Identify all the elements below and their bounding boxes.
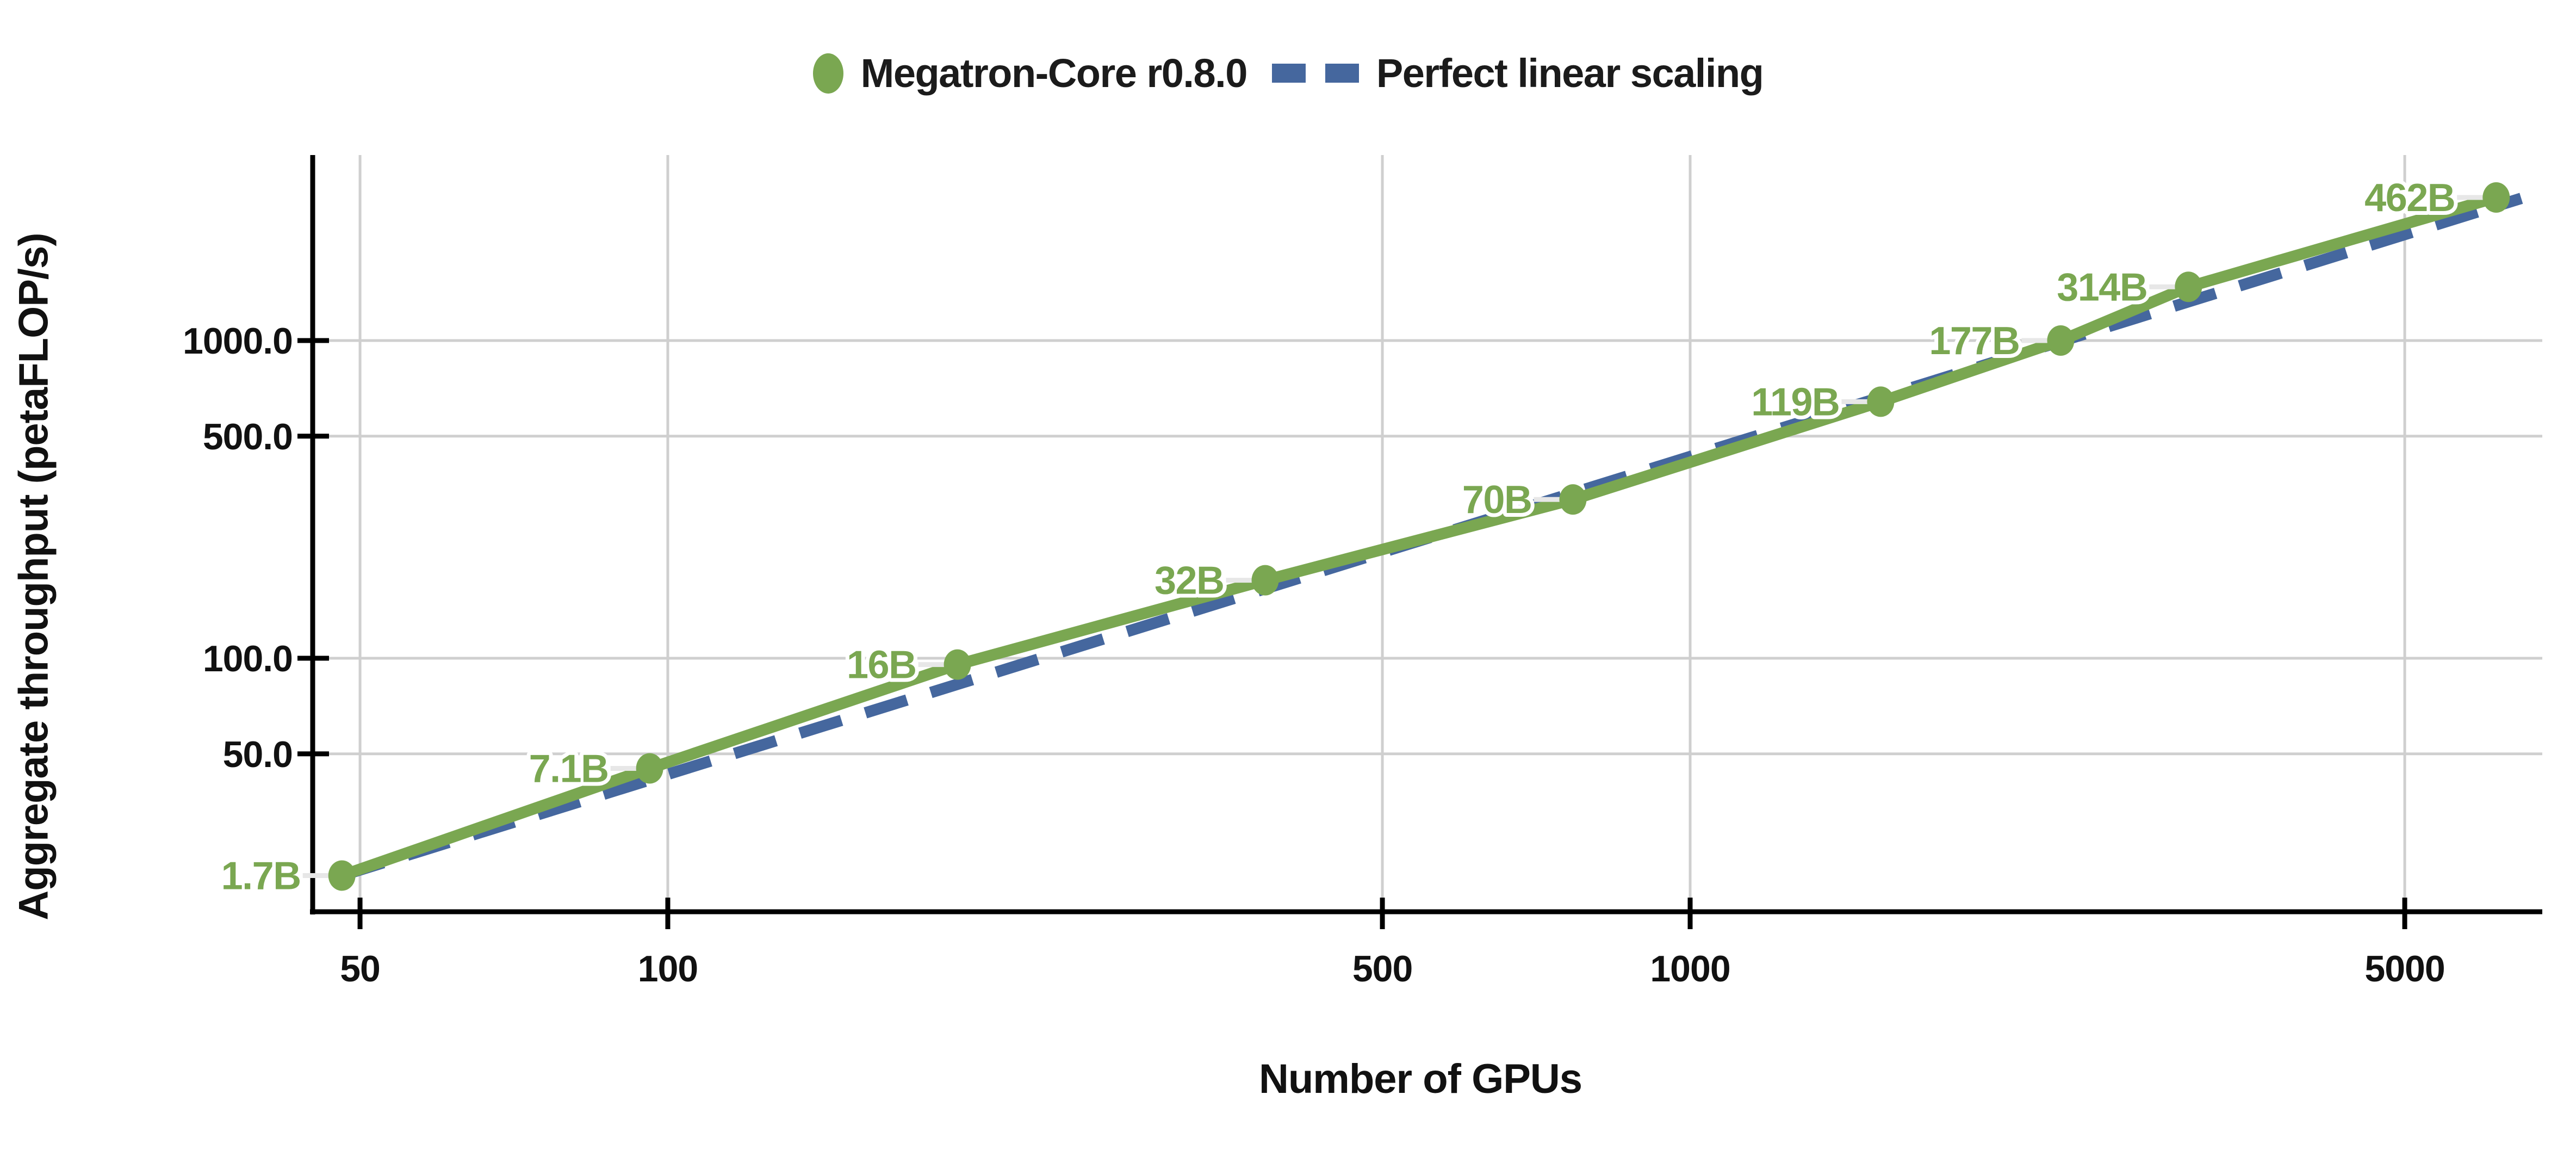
data-point-label: 16B: [847, 644, 916, 687]
x-tick-label: 1000: [1650, 948, 1730, 990]
y-tick-label: 50.0: [223, 734, 293, 775]
data-point-marker: [2482, 182, 2510, 213]
data-point-marker: [1867, 386, 1895, 417]
y-tick-label: 1000.0: [183, 320, 293, 362]
data-point-marker: [1251, 565, 1279, 596]
legend-item-linear: Perfect linear scaling: [1271, 50, 1764, 96]
legend-dash-icon: [1271, 64, 1306, 83]
data-point-label: 177B: [1929, 319, 2019, 363]
data-point-marker: [944, 649, 971, 680]
data-point-marker: [1559, 484, 1587, 515]
y-axis-title: Aggregate throughput (petaFLOP/s): [10, 233, 57, 920]
legend-label-megatron: Megatron-Core r0.8.0: [860, 51, 1248, 96]
data-point-label: 314B: [2057, 265, 2147, 309]
data-point-marker: [328, 860, 356, 891]
x-tick-label: 500: [1352, 948, 1412, 990]
data-point-label: 462B: [2364, 176, 2455, 220]
data-point-label: 32B: [1154, 559, 1224, 603]
y-tick-label: 100.0: [203, 638, 293, 679]
x-tick-label: 100: [638, 948, 698, 990]
data-point-label: 7.1B: [529, 747, 609, 791]
data-point-marker: [2175, 271, 2202, 302]
legend-item-megatron: Megatron-Core r0.8.0: [812, 50, 1248, 96]
legend: Megatron-Core r0.8.0 Perfect linear scal…: [0, 50, 2576, 96]
reference-line: [340, 193, 2523, 881]
y-tick-label: 500.0: [203, 416, 293, 458]
data-point-label: 119B: [1751, 380, 1839, 424]
legend-dot-icon: [812, 53, 843, 94]
x-tick-label: 50: [340, 948, 380, 990]
legend-dash-icon: [1325, 64, 1359, 83]
legend-dashes-icon: [1271, 64, 1359, 83]
data-point-marker: [636, 753, 663, 784]
data-point-marker: [2047, 325, 2075, 356]
x-tick-label: 5000: [2364, 948, 2444, 990]
data-point-label: 70B: [1462, 478, 1532, 522]
x-axis-title: Number of GPUs: [1258, 1056, 1582, 1102]
data-point-label: 1.7B: [221, 854, 301, 898]
series-line: [336, 191, 2502, 881]
legend-label-linear: Perfect linear scaling: [1376, 51, 1764, 96]
